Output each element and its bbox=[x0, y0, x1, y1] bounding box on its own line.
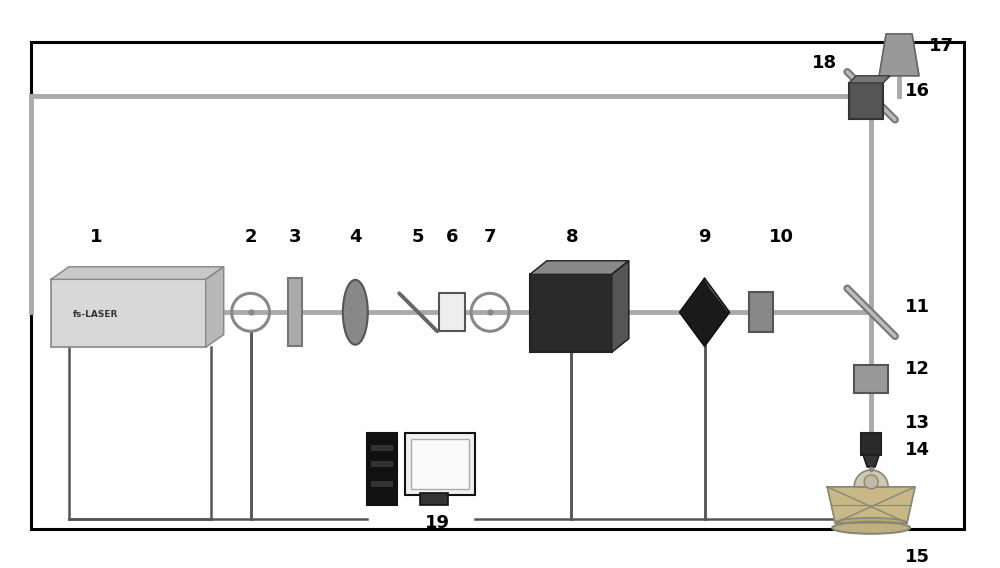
Bar bbox=[51, 279, 206, 347]
Bar bbox=[861, 433, 881, 455]
Text: 2: 2 bbox=[244, 228, 257, 247]
Text: 8: 8 bbox=[566, 228, 578, 247]
Polygon shape bbox=[51, 267, 224, 279]
Text: 16: 16 bbox=[905, 82, 930, 100]
Bar bbox=[849, 83, 883, 119]
Bar bbox=[371, 461, 393, 467]
Circle shape bbox=[864, 475, 878, 489]
Bar bbox=[530, 274, 612, 352]
Bar bbox=[288, 278, 302, 346]
Text: 12: 12 bbox=[905, 360, 930, 378]
Text: 17: 17 bbox=[928, 37, 953, 55]
Polygon shape bbox=[206, 267, 224, 347]
Polygon shape bbox=[705, 278, 729, 312]
Bar bbox=[367, 433, 397, 505]
Text: fs-LASER: fs-LASER bbox=[73, 310, 119, 319]
Ellipse shape bbox=[835, 518, 907, 528]
Polygon shape bbox=[612, 261, 629, 352]
Text: 15: 15 bbox=[905, 548, 930, 566]
Bar bbox=[854, 365, 888, 393]
Polygon shape bbox=[530, 261, 629, 274]
Text: 4: 4 bbox=[349, 228, 362, 247]
Bar bbox=[371, 445, 393, 451]
Bar bbox=[420, 493, 448, 505]
Text: 5: 5 bbox=[412, 228, 424, 247]
Polygon shape bbox=[680, 278, 729, 346]
Bar bbox=[749, 293, 773, 332]
Polygon shape bbox=[849, 76, 890, 83]
Wedge shape bbox=[854, 470, 888, 487]
Bar bbox=[405, 433, 475, 495]
Polygon shape bbox=[879, 34, 919, 76]
Text: 1: 1 bbox=[90, 228, 102, 247]
Polygon shape bbox=[863, 455, 879, 467]
Bar bbox=[31, 42, 964, 529]
Text: 10: 10 bbox=[769, 228, 794, 247]
Text: 19: 19 bbox=[425, 514, 450, 532]
Text: 7: 7 bbox=[484, 228, 496, 247]
Bar bbox=[411, 439, 469, 489]
Text: 18: 18 bbox=[812, 54, 837, 72]
Text: 3: 3 bbox=[289, 228, 302, 247]
Text: 6: 6 bbox=[446, 228, 458, 247]
Text: 9: 9 bbox=[698, 228, 711, 247]
Bar bbox=[439, 293, 465, 331]
Text: 14: 14 bbox=[905, 441, 930, 459]
Text: 11: 11 bbox=[905, 298, 930, 316]
Ellipse shape bbox=[832, 522, 910, 534]
Bar bbox=[371, 481, 393, 487]
Ellipse shape bbox=[343, 280, 368, 345]
Polygon shape bbox=[827, 487, 915, 523]
Text: 13: 13 bbox=[905, 414, 930, 432]
